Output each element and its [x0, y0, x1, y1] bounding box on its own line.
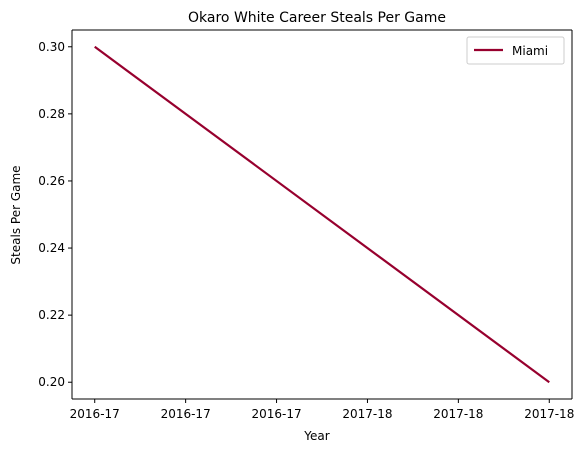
x-axis-label: Year: [303, 429, 329, 443]
x-tick-label: 2017-18: [342, 407, 392, 421]
x-tick-label: 2016-17: [251, 407, 301, 421]
legend: Miami: [466, 36, 565, 65]
series-line-miami: [94, 45, 550, 384]
x-tick-label: 2016-17: [70, 407, 120, 421]
legend-label-miami: Miami: [512, 44, 548, 58]
y-tick-label: 0.22: [38, 308, 65, 322]
x-tick-label: 2016-17: [161, 407, 211, 421]
x-tick-label: 2017-18: [524, 407, 574, 421]
y-tick-label: 0.30: [38, 40, 65, 54]
chart-title: Okaro White Career Steals Per Game: [188, 10, 446, 26]
x-tick-label: 2017-18: [433, 407, 483, 421]
y-tick-label: 0.26: [38, 174, 65, 188]
y-tick-label: 0.20: [38, 375, 65, 389]
legend-box: [466, 36, 565, 65]
plot-frame: [71, 29, 573, 400]
y-axis-label: Steals Per Game: [9, 165, 23, 264]
y-tick-label: 0.28: [38, 107, 65, 121]
y-tick-label: 0.24: [38, 241, 65, 255]
